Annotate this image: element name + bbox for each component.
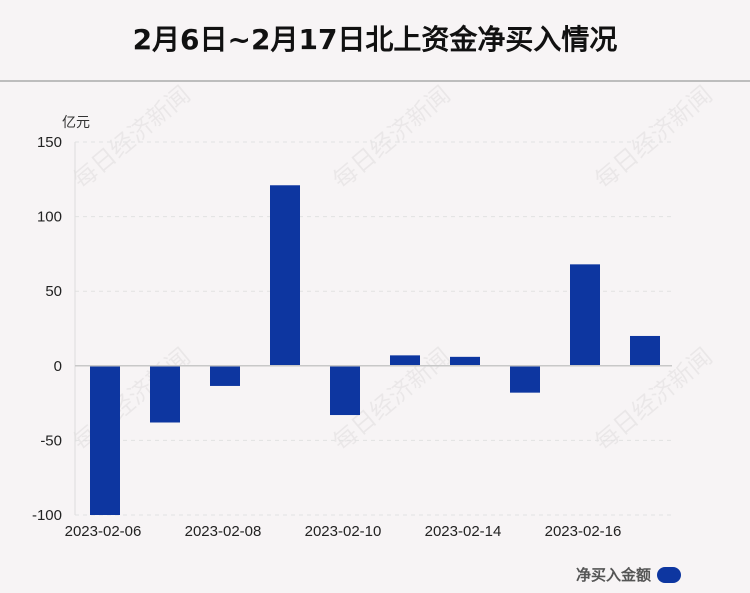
y-tick-label: 100 (37, 209, 62, 226)
bar (270, 185, 300, 366)
y-tick-label: 50 (45, 283, 62, 300)
bar (210, 365, 240, 386)
x-tick-label: 2023-02-10 (305, 523, 382, 540)
y-tick-label: -100 (32, 507, 62, 524)
bar (570, 264, 600, 366)
title-divider (0, 80, 750, 82)
legend-label: 净买入金额 (576, 566, 652, 584)
legend: 净买入金额 (576, 564, 682, 585)
x-tick-label: 2023-02-06 (65, 523, 142, 540)
bar (630, 335, 660, 366)
bar (390, 355, 420, 366)
bar (510, 365, 540, 393)
legend-swatch (657, 566, 682, 583)
bar (90, 365, 120, 515)
x-tick-label: 2023-02-08 (185, 523, 262, 540)
chart-title: 2月6日~2月17日北上资金净买入情况 (132, 23, 618, 56)
bar (150, 365, 180, 423)
bar (450, 356, 480, 366)
y-axis-unit: 亿元 (62, 115, 90, 131)
y-tick-label: -50 (40, 432, 62, 449)
y-tick-label: 150 (37, 134, 62, 151)
x-tick-label: 2023-02-14 (425, 523, 502, 540)
x-tick-label: 2023-02-16 (545, 523, 622, 540)
y-tick-label: 0 (54, 358, 62, 375)
bar (330, 365, 360, 416)
